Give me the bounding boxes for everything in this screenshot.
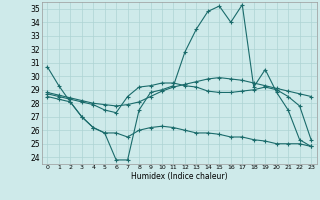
X-axis label: Humidex (Indice chaleur): Humidex (Indice chaleur) (131, 172, 228, 181)
